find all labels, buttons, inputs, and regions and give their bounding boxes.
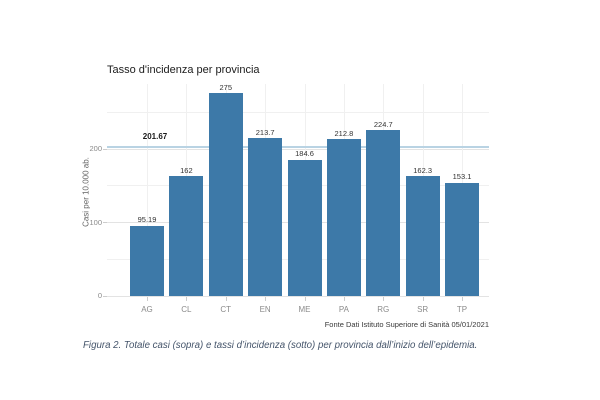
reference-line	[107, 146, 489, 149]
bar	[445, 182, 479, 296]
bar-value-label: 95.19	[137, 215, 157, 225]
chart-title: Tasso d'incidenza per provincia	[107, 64, 260, 76]
x-tick-label: RG	[377, 305, 390, 314]
x-tick-mark	[422, 296, 424, 301]
figure-caption: Figura 2. Totale casi (sopra) e tassi d’…	[83, 340, 478, 351]
bar	[326, 139, 361, 296]
bar	[208, 93, 243, 296]
x-tick-mark	[186, 296, 188, 301]
bar	[169, 176, 204, 296]
x-tick-mark	[383, 296, 385, 301]
bar-value-label: 162	[180, 165, 193, 175]
x-tick-mark	[462, 296, 463, 301]
y-tick-mark	[103, 148, 107, 150]
x-tick-label: CT	[220, 305, 232, 314]
bar	[366, 130, 401, 296]
x-tick-mark	[225, 296, 227, 301]
gridline-h-major	[107, 148, 489, 150]
bar-value-label: 162.3	[413, 165, 433, 175]
gridline-h-major	[107, 295, 489, 297]
bar	[287, 159, 322, 296]
x-tick-mark	[147, 296, 148, 301]
y-tick-mark	[103, 295, 107, 297]
y-tick-label: 100	[89, 217, 102, 227]
x-tick-label: TP	[456, 305, 468, 314]
x-tick-label: CL	[181, 305, 192, 314]
x-tick-label: SR	[417, 305, 429, 314]
y-tick-label: 200	[89, 144, 102, 153]
gridline-v	[147, 84, 148, 296]
x-tick-label: ME	[298, 305, 311, 314]
y-tick-mark	[103, 222, 107, 223]
gridline-h-minor	[107, 111, 489, 113]
bar	[130, 225, 164, 296]
bar-value-label: 213.7	[255, 127, 275, 137]
bar-value-label: 275	[219, 82, 232, 92]
reference-line-label: 201.67	[142, 132, 168, 141]
x-tick-label: EN	[259, 305, 271, 314]
x-tick-mark	[304, 296, 306, 301]
x-tick-label: AG	[141, 305, 153, 314]
bar-value-label: 184.6	[295, 149, 314, 159]
x-tick-label: PA	[338, 305, 349, 314]
x-tick-mark	[265, 296, 267, 301]
y-tick-label: 0	[97, 291, 102, 300]
bar	[248, 138, 283, 296]
bar-value-label: 224.7	[373, 119, 393, 129]
bar	[405, 176, 440, 296]
source-note: Fonte Dati Istituto Superiore di Sanità …	[324, 320, 489, 329]
bar-value-label: 212.8	[334, 128, 354, 138]
bar-value-label: 153.1	[452, 172, 472, 182]
x-tick-mark	[343, 296, 345, 301]
